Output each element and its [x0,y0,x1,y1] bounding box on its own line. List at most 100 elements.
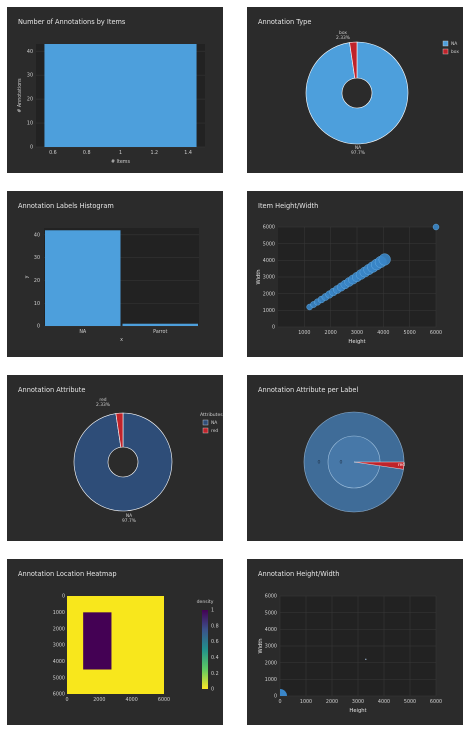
outer-label: 0 [318,460,321,466]
panel-attribute-per-label: Annotation Attribute per Label 0 0 red [247,375,463,541]
slice-label: red [398,462,405,467]
x-tick-label: 2000 [93,697,105,703]
legend-label: NA [451,41,457,47]
item-height-width-chart: 0 1000 2000 3000 4000 5000 6000 1000 2000 3000 400… [256,223,442,345]
inner-label: 0 [340,460,343,466]
panel-annotation-attribute: Annotation Attribute NA 97.7% red 2.33% Attr… [7,375,223,541]
panel-labels-histogram: Annotation Labels Histogram 0 10 20 30 40 NA P… [7,191,223,357]
annotation-height-width-chart: 0 1000 2000 3000 4000 5000 6000 0 1000 2000 3000 40… [258,594,442,714]
x-tick-label: 4000 [377,330,389,336]
colorbar-tick: 0.4 [211,655,219,661]
x-tick-label: 0 [278,699,281,705]
x-axis-label: # Items [111,159,130,165]
y-tick-label: 0 [274,694,277,700]
x-tick-label: Parrot [153,329,167,335]
y-tick-label: 2000 [263,291,275,297]
bar [44,44,197,147]
y-tick-label: 5000 [263,241,275,247]
y-tick-label: 6000 [265,594,277,600]
panel-annotations-by-items: Number of Annotations by Items 0 10 20 30 40… [7,7,223,173]
y-tick-label: 3000 [263,275,275,281]
x-tick-label: 2000 [326,699,338,705]
y-tick-label: 2000 [53,626,65,632]
x-tick-label: 1.4 [184,150,192,156]
y-tick-label: 4000 [53,659,65,665]
pie-slice [349,41,358,79]
legend-swatch [442,48,449,55]
panel-title: Annotation Labels Histogram [18,202,114,210]
y-tick-label: 3000 [265,644,277,650]
panel-title: Annotation Height/Width [258,570,340,578]
heatmap-background [67,596,164,694]
bar [122,323,198,326]
x-axis-label: Height [349,708,366,714]
x-tick-label: NA [79,329,87,335]
y-tick-label: 1000 [265,677,277,683]
y-tick-label: 2000 [265,660,277,666]
y-tick-label: 40 [27,49,33,55]
y-tick-label: 5000 [53,675,65,681]
panel-title: Annotation Attribute [18,386,86,394]
legend-label: box [451,49,459,55]
slice-label-red: red [99,397,106,403]
y-tick-label: 30 [27,73,33,79]
y-tick-label: 0 [62,594,65,600]
colorbar-tick: 1 [211,608,214,614]
x-tick-label: 5000 [404,330,416,336]
slice-label-na-pct: 97.7% [122,518,136,524]
y-tick-label: 40 [34,232,40,238]
red-slice [353,461,405,470]
y-tick-label: 5000 [265,610,277,616]
x-axis-label: Height [348,339,365,345]
x-tick-label: 0.6 [49,150,57,156]
colorbar-tick: 0 [211,687,214,693]
legend-title: Attributes [200,412,223,418]
y-tick-label: 1000 [263,308,275,314]
data-point [365,658,367,661]
attribute-per-label-chart: 0 0 red [303,411,405,513]
y-axis-label: Width [256,269,262,284]
x-tick-label: 3000 [351,330,363,336]
y-tick-label: 10 [34,301,40,307]
x-tick-label: 1000 [300,699,312,705]
y-axis-label: y [25,275,30,278]
panel-location-heatmap: Annotation Location Heatmap 0 1000 2000 300… [7,559,223,725]
colorbar-tick: 0.8 [211,623,219,629]
x-tick-label: 6000 [430,699,442,705]
colorbar-title: density [197,599,214,605]
legend-swatch [442,40,449,47]
legend-label: NA [211,420,217,426]
x-tick-label: 1 [119,150,122,156]
slice-label-red-pct: 2.33% [96,402,110,408]
panel-annotation-height-width: Annotation Height/Width 0 1000 2000 3000 400… [247,559,463,725]
legend-swatch [202,427,209,434]
x-tick-label: 5000 [404,699,416,705]
x-axis-label: x [120,338,123,343]
panel-title: Item Height/Width [258,202,319,210]
y-tick-label: 30 [34,255,40,261]
x-tick-label: 6000 [158,697,170,703]
x-tick-label: 2000 [325,330,337,336]
heatmap-cell [83,612,112,670]
legend-swatch [202,419,209,426]
y-tick-label: 0 [30,145,33,151]
annotations-by-items-chart: 0 10 20 30 40 0.6 0.8 1 1.2 1.4 # Items # Annotatio… [17,44,205,165]
panel-title: Number of Annotations by Items [18,18,126,26]
y-tick-label: 10 [27,121,33,127]
slice-label-na: NA [126,513,132,519]
y-axis-label: # Annotations [17,78,23,113]
y-axis-label: Width [258,638,264,653]
labels-histogram-chart: 0 10 20 30 40 NA Parrot x y [25,228,199,343]
panel-title: Annotation Type [258,18,312,26]
panel-item-height-width: Item Height/Width 0 1000 2000 3000 4000 5000 6… [247,191,463,357]
legend-label: red [211,428,218,434]
pie-slice [73,412,173,512]
panel-title: Annotation Location Heatmap [18,570,117,578]
panel-title: Annotation Attribute per Label [258,386,359,394]
colorbar-tick: 0.2 [211,671,219,677]
colorbar [202,610,208,689]
slice-label-na: NA [355,145,361,151]
x-tick-label: 4000 [126,697,138,703]
